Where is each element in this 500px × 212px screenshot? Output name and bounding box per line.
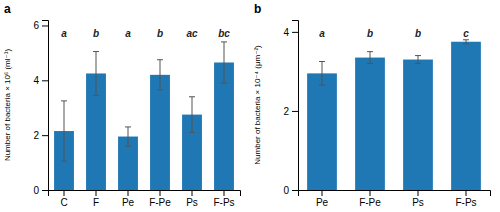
x-tick-label: F-Ps [213, 197, 234, 208]
y-tick-mark [42, 135, 48, 136]
panel: 0 2 4 6 C F Pe F-Pe Ps F-Ps a b a b ac bc Number of bact… [3, 2, 241, 208]
x-tick-label: Ps [412, 197, 424, 208]
annotation: a [125, 28, 131, 39]
x-tick-label: F-Pe [359, 197, 381, 208]
annotation: b [367, 28, 373, 39]
panel-title: a [4, 2, 11, 16]
x-tick-mark [192, 190, 193, 196]
y-tick-label: 4 [283, 27, 289, 38]
annotations: abbc [319, 28, 469, 39]
bar [355, 58, 385, 190]
y-axis: 0 2 4 [283, 21, 298, 196]
y-tick-label: 6 [33, 20, 39, 31]
error-bar [415, 56, 421, 64]
annotation: c [463, 28, 469, 39]
x-axis-line [49, 191, 241, 197]
y-tick: 0 [33, 185, 48, 196]
x-tick-mark [322, 190, 323, 196]
y-axis: 0 2 4 6 [33, 20, 48, 196]
y-tick: 6 [33, 20, 48, 31]
y-axis-title: Number of bacteria × 10⁻⁴ (μm⁻²) [253, 45, 262, 165]
x-tick: C [60, 190, 67, 208]
x-axis-line [299, 191, 491, 197]
bar [451, 42, 481, 190]
x-tick-mark [64, 190, 65, 196]
x-tick-label: F-Ps [455, 197, 476, 208]
y-tick-label: 4 [33, 75, 39, 86]
bar [150, 75, 170, 190]
y-tick-mark [42, 25, 48, 26]
x-tick-mark [96, 190, 97, 196]
y-tick-label: 0 [283, 185, 289, 196]
error-bar [221, 42, 227, 83]
x-tick-mark [128, 190, 129, 196]
y-tick-label: 2 [283, 106, 289, 117]
chart: 0246CFPeF-PePsF-PsababacbcNumber of bact… [0, 0, 500, 212]
error-bar [367, 52, 373, 64]
x-tick: Ps [412, 190, 424, 208]
annotation: ac [186, 28, 198, 39]
x-tick: F-Ps [455, 190, 476, 208]
x-axis: C F Pe F-Pe Ps F-Ps [49, 190, 241, 208]
x-tick-mark [466, 190, 467, 196]
x-tick-mark [418, 190, 419, 196]
x-tick: Pe [316, 190, 329, 208]
y-axis-title: Number of bacteria × 10⁶ (ml⁻¹) [3, 49, 12, 162]
annotation: b [93, 28, 99, 39]
x-axis: Pe F-Pe Ps F-Ps [299, 190, 491, 208]
y-tick-mark [292, 111, 298, 112]
y-tick: 2 [33, 130, 48, 141]
annotation: a [319, 28, 325, 39]
bar [403, 60, 433, 190]
x-tick-label: F-Pe [149, 197, 171, 208]
x-tick: F-Ps [213, 190, 234, 208]
x-tick-mark [370, 190, 371, 196]
panel: 0 2 4 Pe F-Pe Ps F-Ps a b b c Number of bacteria × … [253, 2, 491, 208]
marks [307, 40, 481, 190]
x-tick: Ps [186, 190, 198, 208]
y-tick-mark [42, 190, 48, 191]
panel-title: b [254, 2, 261, 16]
annotation: b [157, 28, 163, 39]
x-tick: F-Pe [149, 190, 171, 208]
y-tick-mark [292, 190, 298, 191]
x-tick: Pe [122, 190, 135, 208]
bar [307, 73, 337, 190]
y-tick: 4 [283, 27, 298, 38]
error-bar [157, 60, 163, 90]
y-tick-mark [292, 32, 298, 33]
annotation: bc [218, 28, 230, 39]
annotation: b [415, 28, 421, 39]
error-bar [61, 101, 67, 161]
x-tick-label: Pe [316, 197, 329, 208]
x-tick-label: Ps [186, 197, 198, 208]
error-bar [125, 127, 131, 146]
annotation: a [61, 28, 67, 39]
x-tick-label: Pe [122, 197, 135, 208]
error-bar [93, 52, 99, 96]
error-bar [463, 40, 469, 44]
error-bar [189, 97, 195, 133]
y-tick-label: 0 [33, 185, 39, 196]
x-tick-mark [224, 190, 225, 196]
y-tick-label: 2 [33, 130, 39, 141]
y-axis-line [292, 21, 299, 191]
error-bar [319, 62, 325, 86]
y-tick: 2 [283, 106, 298, 117]
y-tick: 4 [33, 75, 48, 86]
marks [54, 42, 234, 190]
y-tick: 0 [283, 185, 298, 196]
y-axis-line [42, 21, 49, 191]
x-tick-mark [160, 190, 161, 196]
x-tick-label: C [60, 197, 67, 208]
annotations: a b a b ac bc [61, 28, 230, 39]
x-tick-label: F [93, 197, 99, 208]
x-tick: F-Pe [359, 190, 381, 208]
x-tick: F [93, 190, 99, 208]
y-tick-mark [42, 80, 48, 81]
